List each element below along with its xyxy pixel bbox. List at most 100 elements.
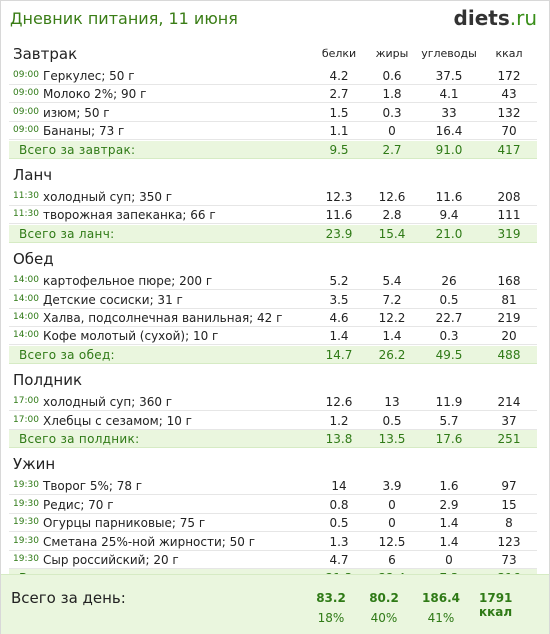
day-total-carbs: 186.4: [422, 591, 460, 605]
food-row[interactable]: 09:00 Геркулес; 50 г 4.2 0.6 37.5 172: [9, 67, 537, 85]
food-protein: 1.3: [329, 534, 349, 549]
food-name[interactable]: изюм; 50 г: [43, 105, 110, 120]
day-carbs-percent: 41%: [427, 611, 455, 625]
food-name[interactable]: Халва, подсолнечная ванильная; 42 г: [43, 311, 283, 325]
food-protein: 3.5: [329, 292, 349, 307]
food-row[interactable]: 14:00 картофельное пюре; 200 г 5.2 5.4 26 168: [9, 272, 537, 291]
food-kcal: 123: [497, 534, 521, 549]
food-name[interactable]: Молоко 2%; 90 г: [43, 87, 147, 102]
food-time: 17:00: [13, 396, 39, 407]
meal-total-protein: 9.5: [329, 142, 349, 157]
meal-title: Завтрак: [13, 45, 78, 63]
food-fat: 12.2: [378, 311, 406, 325]
meal-total-row: Всего за завтрак: 9.5 2.7 91.0 417: [9, 140, 537, 159]
meal-total-protein: 13.8: [325, 432, 353, 446]
food-row[interactable]: 09:00 изюм; 50 г 1.5 0.3 33 132: [9, 103, 537, 122]
food-name[interactable]: Редис; 70 г: [43, 497, 114, 512]
food-row[interactable]: 17:00 холодный суп; 360 г 12.6 13 11.9 214: [9, 393, 537, 412]
food-name[interactable]: Бананы; 73 г: [43, 124, 125, 139]
food-carbs: 0: [445, 553, 453, 567]
meal-total-fat: 26.2: [378, 347, 406, 362]
food-carbs: 11.6: [435, 190, 463, 204]
food-protein: 0.8: [329, 497, 349, 512]
food-name[interactable]: Кофе молотый (сухой); 10 г: [43, 329, 219, 344]
food-fat: 1.4: [382, 329, 402, 344]
food-protein: 14: [331, 479, 347, 494]
food-time: 19:30: [13, 554, 39, 564]
food-kcal: 208: [497, 190, 521, 204]
food-fat: 12.5: [378, 534, 406, 549]
meal-total-carbs: 17.6: [435, 432, 463, 446]
food-row[interactable]: 14:00 Кофе молотый (сухой); 10 г 1.4 1.4 0.3…: [9, 327, 537, 346]
food-name[interactable]: Сметана 25%-ной жирности; 50 г: [43, 534, 256, 549]
food-row[interactable]: 19:30 Редис; 70 г 0.8 0 2.9 15: [9, 495, 537, 514]
food-name[interactable]: картофельное пюре; 200 г: [43, 274, 213, 289]
food-time: 19:30: [13, 517, 39, 528]
meal-title: Обед: [13, 250, 54, 269]
food-kcal: 8: [505, 516, 513, 531]
column-header-fat: жиры: [375, 47, 409, 60]
food-time: 14:00: [13, 275, 39, 286]
food-fat: 12.6: [378, 190, 406, 204]
food-name[interactable]: холодный суп; 360 г: [43, 395, 173, 410]
meal-total-fat: 13.5: [378, 432, 406, 446]
food-fat: 0: [388, 124, 396, 139]
food-row[interactable]: 17:00 Хлебцы с сезамом; 10 г 1.2 0.5 5.7 37: [9, 411, 537, 430]
food-row[interactable]: 11:30 творожная запеканка; 66 г 11.6 2.8 9.4…: [9, 206, 537, 225]
food-time: 11:30: [13, 191, 39, 201]
food-name[interactable]: Огурцы парниковые; 75 г: [43, 516, 206, 531]
day-total-fat: 80.2: [369, 591, 399, 605]
food-row[interactable]: 09:00 Молоко 2%; 90 г 2.7 1.8 4.1 43: [9, 85, 537, 104]
food-name[interactable]: Сыр российский; 20 г: [43, 553, 179, 567]
site-logo[interactable]: diets.ru: [454, 6, 537, 30]
food-protein: 1.1: [329, 124, 349, 139]
food-carbs: 1.4: [439, 534, 459, 549]
food-name[interactable]: Хлебцы с сезамом; 10 г: [43, 413, 192, 428]
food-row[interactable]: 14:00 Халва, подсолнечная ванильная; 42 г…: [9, 309, 537, 327]
food-time: 14:00: [13, 293, 39, 304]
food-row[interactable]: 19:30 Огурцы парниковые; 75 г 0.5 0 1.4 8: [9, 514, 537, 533]
food-row[interactable]: 09:00 Бананы; 73 г 1.1 0 16.4 70: [9, 122, 537, 141]
meal-total-label: Всего за обед:: [19, 347, 115, 362]
food-fat: 3.9: [382, 479, 402, 494]
food-kcal: 37: [501, 413, 517, 428]
meal-total-protein: 14.7: [325, 347, 353, 362]
food-name[interactable]: Детские сосиски; 31 г: [43, 292, 183, 307]
meal-total-protein: 23.9: [325, 226, 353, 241]
food-fat: 1.8: [382, 87, 402, 102]
meal-title: Ланч: [13, 166, 53, 184]
food-name[interactable]: творожная запеканка; 66 г: [43, 208, 216, 223]
food-row[interactable]: 11:30 холодный суп; 350 г 12.3 12.6 11.6 208: [9, 188, 537, 206]
food-time: 09:00: [13, 106, 39, 117]
food-carbs: 33: [441, 105, 457, 120]
food-time: 19:30: [13, 498, 39, 509]
food-carbs: 37.5: [435, 69, 463, 83]
food-protein: 0.5: [329, 516, 349, 531]
meal-total-carbs: 91.0: [435, 142, 463, 157]
food-name[interactable]: Творог 5%; 78 г: [43, 479, 143, 494]
food-row[interactable]: 19:30 Творог 5%; 78 г 14 3.9 1.6 97: [9, 477, 537, 496]
food-protein: 5.2: [329, 274, 349, 289]
page-title: Дневник питания, 11 июня: [10, 9, 238, 28]
food-row[interactable]: 19:30 Сметана 25%-ной жирности; 50 г 1.3 12…: [9, 532, 537, 551]
food-time: 09:00: [13, 125, 39, 136]
meal-total-row: Всего за обед: 14.7 26.2 49.5 488: [9, 345, 537, 364]
logo-main: diets: [453, 6, 510, 30]
meal-total-label: Всего за полдник:: [19, 432, 140, 446]
meal-total-row: Всего за полдник: 13.8 13.5 17.6 251: [9, 430, 537, 448]
food-fat: 7.2: [382, 292, 402, 307]
food-kcal: 97: [501, 479, 517, 494]
column-header-kcal: ккал: [495, 47, 523, 60]
day-total-label: Всего за день:: [11, 589, 126, 607]
food-row[interactable]: 14:00 Детские сосиски; 31 г 3.5 7.2 0.5 81: [9, 290, 537, 309]
food-row[interactable]: 19:30 Сыр российский; 20 г 4.7 6 0 73: [9, 551, 537, 569]
food-protein: 11.6: [325, 208, 353, 223]
food-name[interactable]: Геркулес; 50 г: [43, 69, 135, 83]
food-kcal: 172: [497, 69, 521, 83]
meal-total-kcal: 417: [497, 142, 521, 157]
meal-total-row: Всего за ланч: 23.9 15.4 21.0 319: [9, 224, 537, 243]
meal-title: Ужин: [13, 455, 56, 474]
meal-total-kcal: 251: [497, 432, 521, 446]
food-name[interactable]: холодный суп; 350 г: [43, 190, 173, 204]
